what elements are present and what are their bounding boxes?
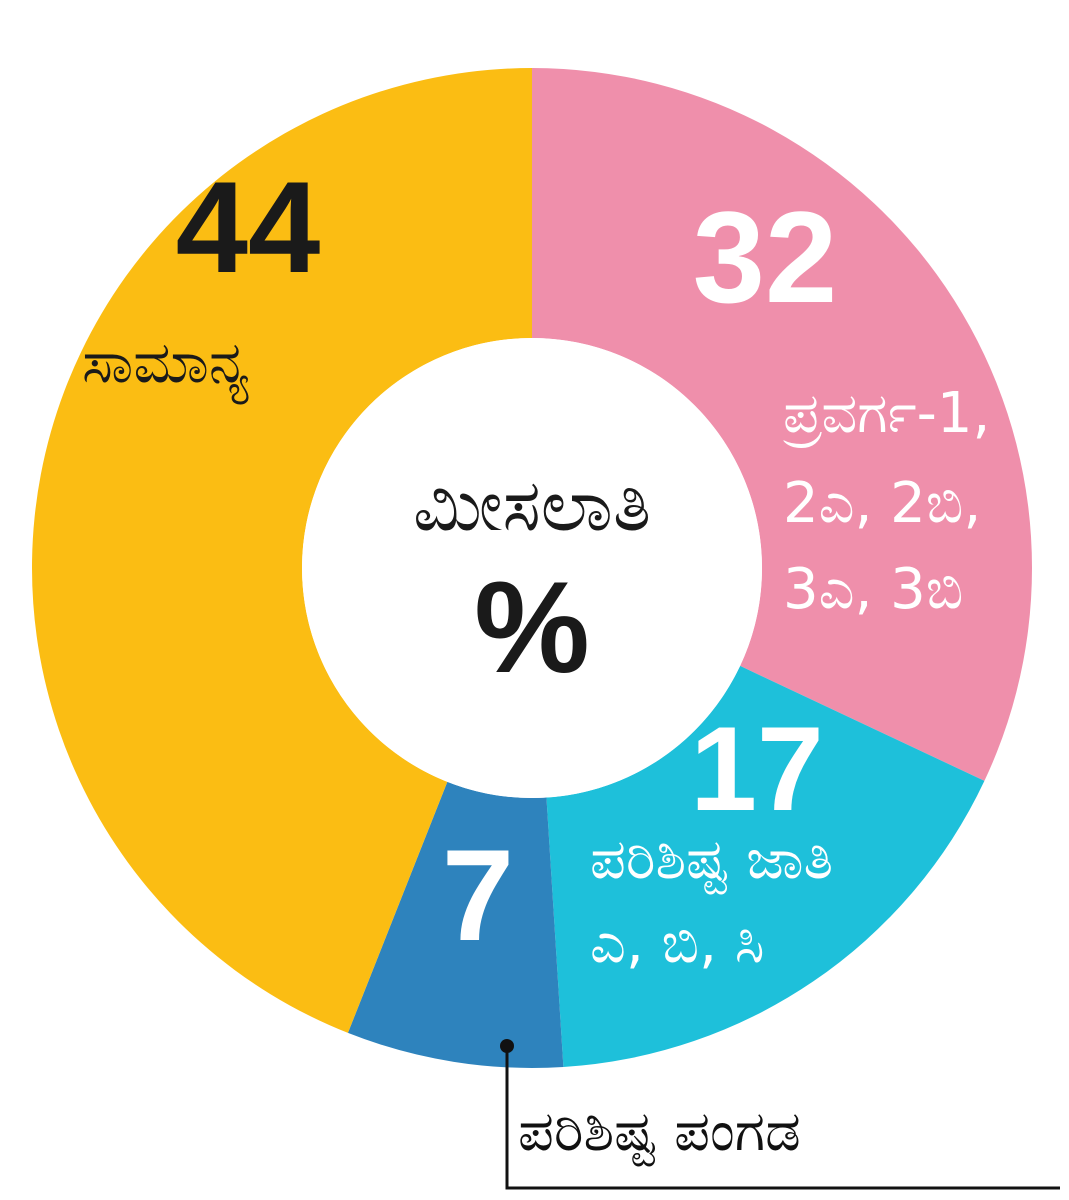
slice-label-0-line-0: ಪ್ರವರ್ಗ-1,	[782, 381, 990, 448]
slice-label-0-line-2: 3ಎ, 3ಬಿ	[783, 557, 963, 622]
slice-label-1-line-0: ಪರಿಶಿಷ್ಟ ಜಾತಿ	[590, 827, 833, 894]
center-unit: %	[474, 554, 590, 700]
donut-slice-2	[347, 781, 564, 1068]
donut-center-hole	[302, 338, 762, 798]
donut-slice-1	[546, 665, 985, 1068]
slice-value-3: 44	[176, 154, 321, 300]
donut-slice-0	[532, 68, 1032, 781]
donut-slices	[32, 68, 1032, 1068]
slice-value-1: 17	[690, 702, 823, 836]
donut-slice-3	[32, 68, 533, 1033]
center-label: ಮೀಸಲಾತಿ	[413, 463, 651, 547]
slice-label-2-line-0: ಪರಿಶಿಷ್ಟ ಪಂಗಡ	[518, 1099, 801, 1166]
slice-value-2: 7	[442, 822, 514, 968]
slice-value-0: 32	[693, 184, 838, 330]
slice-label-1-line-1: ಎ, ಬಿ, ಸಿ	[590, 911, 765, 976]
slice-label-3-line-0: ಸಾಮಾನ್ಯ	[82, 328, 249, 404]
slice-label-0-line-1: 2ಎ, 2ಬಿ,	[783, 471, 981, 536]
slice-label-2-callout	[500, 1039, 1060, 1190]
callout-line	[505, 1046, 1060, 1190]
